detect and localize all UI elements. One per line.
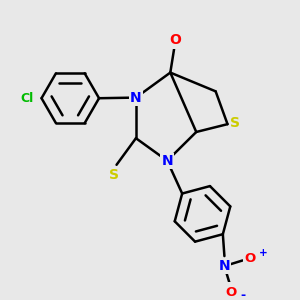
Text: S: S xyxy=(109,168,119,182)
Text: O: O xyxy=(244,252,256,265)
Text: N: N xyxy=(219,259,230,273)
Text: Cl: Cl xyxy=(20,92,34,105)
Text: O: O xyxy=(226,286,237,299)
Text: N: N xyxy=(130,91,142,105)
Text: N: N xyxy=(161,154,173,168)
Text: -: - xyxy=(240,289,245,300)
Text: S: S xyxy=(230,116,240,130)
Text: +: + xyxy=(259,248,268,258)
Text: O: O xyxy=(170,33,182,47)
